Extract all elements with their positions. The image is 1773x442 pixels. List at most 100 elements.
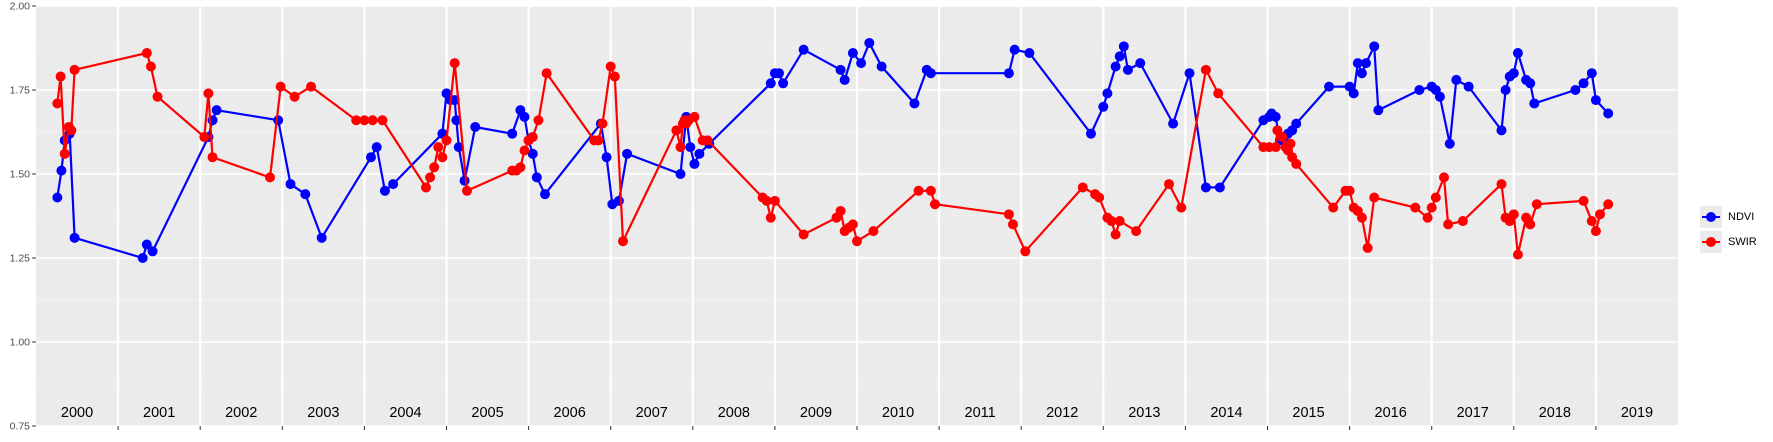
data-point xyxy=(1291,118,1302,129)
year-label: 2003 xyxy=(307,405,339,421)
data-point xyxy=(1525,78,1536,89)
y-tick-label: 1.00 xyxy=(10,337,31,349)
data-point xyxy=(377,115,388,126)
data-point xyxy=(1085,128,1096,139)
data-point xyxy=(1003,68,1014,79)
data-point xyxy=(925,185,936,196)
year-label: 2017 xyxy=(1457,405,1489,421)
data-point xyxy=(69,232,80,243)
data-point xyxy=(1009,44,1020,55)
data-point xyxy=(1496,179,1507,190)
data-point xyxy=(1098,101,1109,112)
year-label: 2012 xyxy=(1046,405,1078,421)
data-point xyxy=(774,68,785,79)
data-point xyxy=(365,152,376,163)
year-label: 2005 xyxy=(471,405,503,421)
data-point xyxy=(441,135,452,146)
data-point xyxy=(66,125,77,136)
data-point xyxy=(137,253,148,263)
major-gridlines xyxy=(36,5,1678,427)
year-label: 2010 xyxy=(882,405,914,421)
data-point xyxy=(1586,68,1597,79)
data-point xyxy=(1106,216,1117,227)
year-label: 2015 xyxy=(1292,405,1324,421)
year-label: 2004 xyxy=(389,405,421,421)
data-point xyxy=(1529,98,1540,109)
legend-key-swir xyxy=(1700,230,1722,253)
data-point xyxy=(1369,192,1380,203)
data-point xyxy=(527,148,538,159)
data-point xyxy=(459,175,470,186)
y-axis: 0.75 1.00 1.25 1.50 1.75 2.00 xyxy=(10,1,1597,433)
data-point xyxy=(1457,216,1468,227)
y-tick-label: 1.50 xyxy=(10,169,31,181)
data-point xyxy=(1444,138,1455,149)
data-point xyxy=(1373,105,1384,116)
data-point xyxy=(1430,192,1441,203)
data-point xyxy=(306,81,317,92)
data-point xyxy=(909,98,920,109)
data-point xyxy=(207,152,218,163)
data-point xyxy=(769,195,780,206)
year-label: 2001 xyxy=(143,405,175,421)
data-point xyxy=(671,125,682,136)
data-point xyxy=(1213,88,1224,99)
data-point xyxy=(1578,195,1589,206)
data-point xyxy=(141,48,152,59)
data-point xyxy=(316,232,327,243)
data-point xyxy=(56,165,67,176)
data-point xyxy=(275,81,286,92)
data-point xyxy=(264,172,275,183)
y-tick-label: 2.00 xyxy=(10,1,31,13)
data-point xyxy=(1410,202,1421,213)
data-point xyxy=(1512,249,1523,260)
data-point xyxy=(1414,85,1425,95)
data-point xyxy=(1426,202,1437,213)
data-point xyxy=(1356,68,1367,79)
data-point xyxy=(449,58,460,69)
data-point xyxy=(145,61,156,72)
data-point xyxy=(925,68,936,79)
data-point xyxy=(541,68,552,79)
data-point xyxy=(1114,216,1125,227)
year-label: 2014 xyxy=(1210,405,1242,421)
data-point xyxy=(1512,48,1523,59)
data-point xyxy=(1277,132,1288,143)
data-point xyxy=(694,148,705,159)
data-point xyxy=(1508,68,1519,79)
data-point xyxy=(1200,64,1211,75)
data-point xyxy=(1270,111,1281,122)
data-point xyxy=(1003,209,1014,220)
data-point xyxy=(52,98,63,109)
data-point xyxy=(1077,182,1088,193)
data-point xyxy=(59,148,70,159)
year-labels: 2000 2001 2002 2003 2004 2005 2006 2007 2008 2009… xyxy=(61,405,1653,421)
data-point xyxy=(778,78,789,89)
data-point xyxy=(847,48,858,59)
data-point xyxy=(868,226,879,237)
data-point xyxy=(1184,68,1195,79)
legend-label-swir: SWIR xyxy=(1728,235,1757,248)
series-swir xyxy=(52,48,1614,260)
data-point xyxy=(300,189,311,200)
y-tick-label: 0.75 xyxy=(10,421,31,433)
data-point xyxy=(876,61,887,72)
data-point xyxy=(702,135,713,146)
year-label: 2008 xyxy=(718,405,750,421)
data-point xyxy=(856,58,867,69)
data-point xyxy=(839,74,850,85)
data-point xyxy=(1102,88,1113,99)
year-label: 2009 xyxy=(800,405,832,421)
data-point xyxy=(1496,125,1507,136)
data-point xyxy=(1118,41,1129,52)
data-point xyxy=(835,64,846,75)
data-point xyxy=(835,205,846,216)
data-point xyxy=(55,71,66,82)
legend-item-swir: SWIR xyxy=(1700,229,1773,254)
data-point xyxy=(1508,209,1519,220)
data-point xyxy=(507,128,518,139)
data-point xyxy=(1024,48,1035,59)
data-point xyxy=(152,91,163,102)
legend-item-ndvi: NDVI xyxy=(1700,204,1773,229)
data-point xyxy=(675,169,686,179)
